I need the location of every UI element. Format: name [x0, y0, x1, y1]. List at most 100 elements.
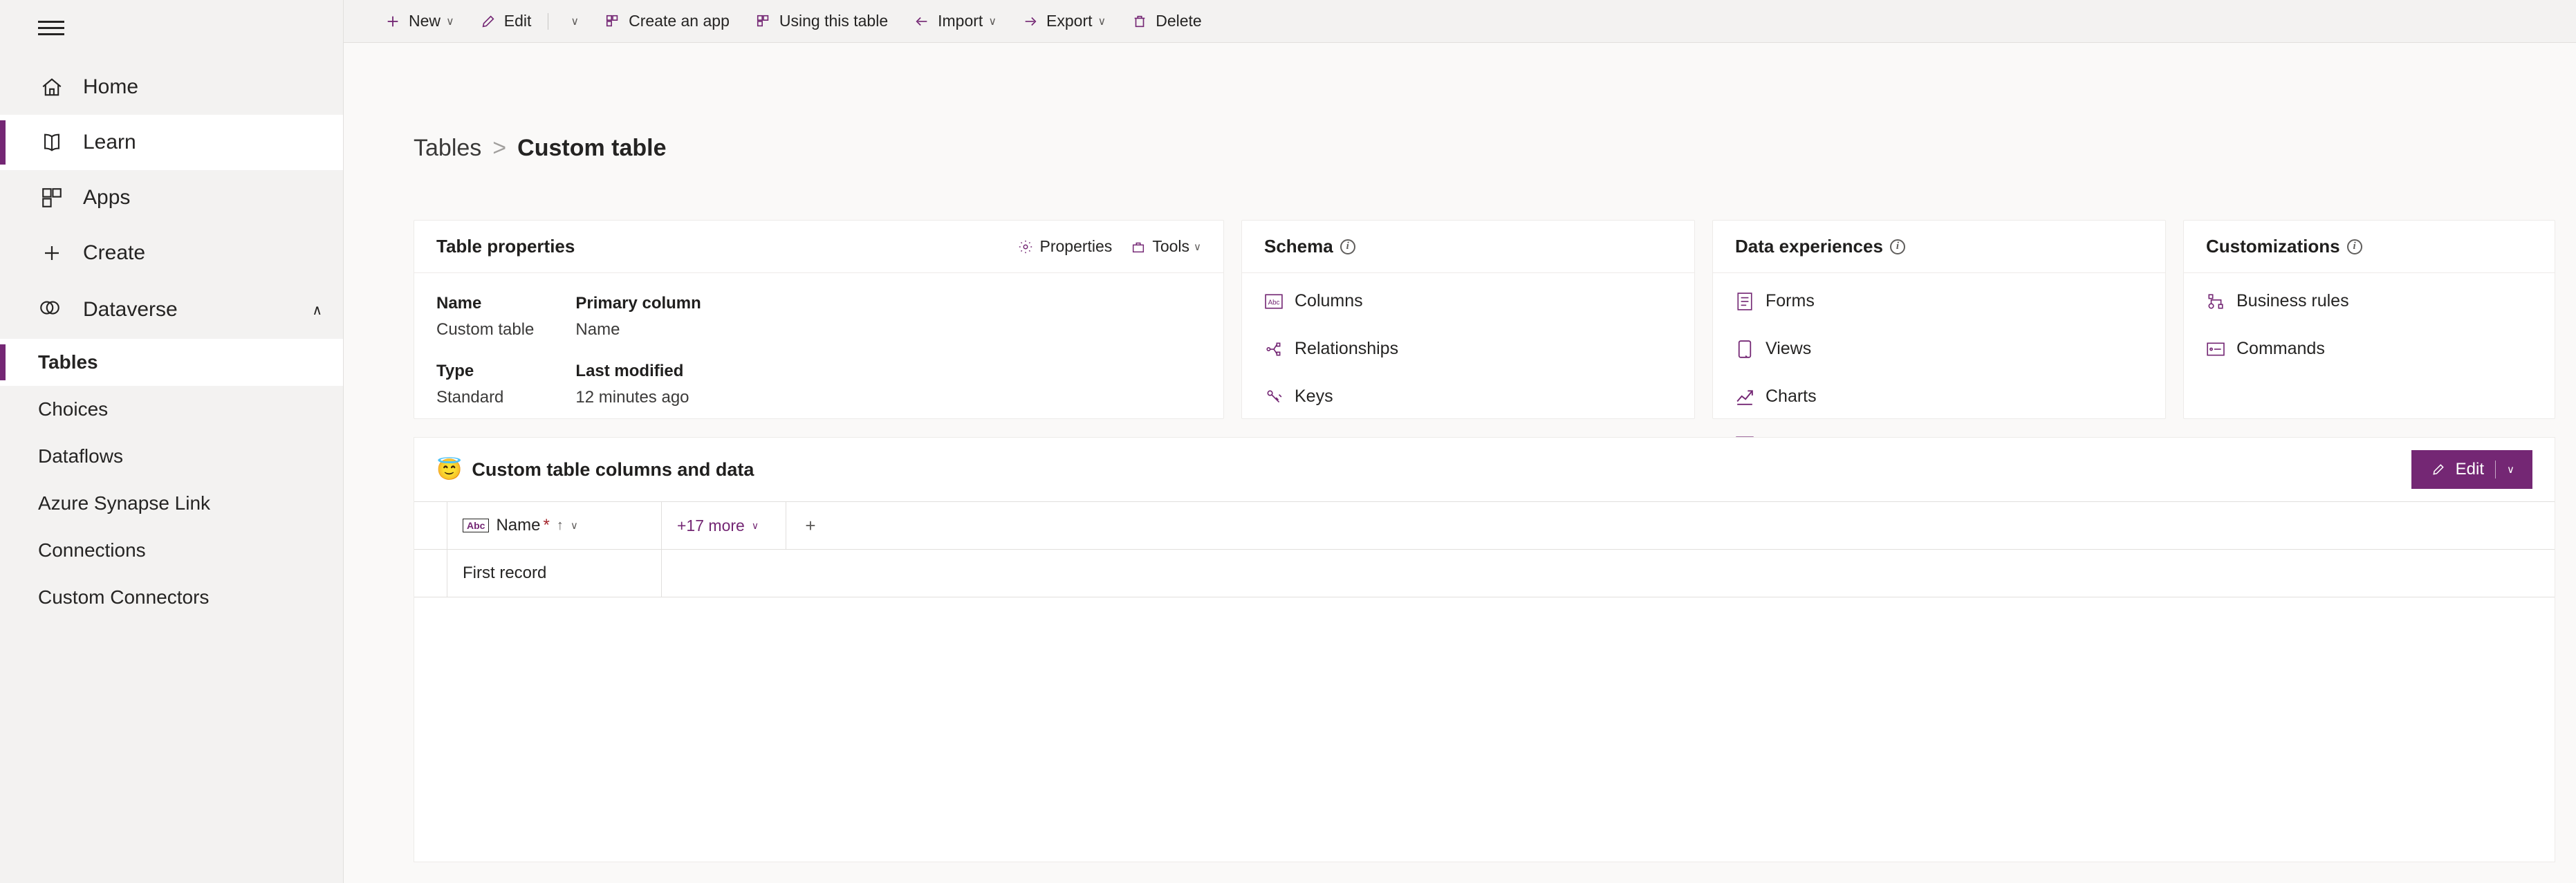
type-field-label: Type: [436, 362, 534, 381]
customizations-info-icon[interactable]: i: [2347, 239, 2362, 254]
columns-link[interactable]: Abc Columns: [1264, 291, 1672, 311]
toolbar-using-table-button[interactable]: Using this table: [742, 0, 900, 42]
table-row-name-cell[interactable]: First record: [447, 550, 662, 597]
sidebar: Home Learn Apps Create Dataverse ∧ Table…: [0, 0, 344, 883]
charts-label: Charts: [1766, 387, 1817, 407]
toolbar-export-label: Export: [1046, 12, 1092, 30]
table-properties-card: Table properties Properties Tools ∨: [414, 220, 1224, 419]
toolbar-export-button[interactable]: Export ∨: [1009, 0, 1118, 42]
views-label: Views: [1766, 339, 1811, 359]
sidebar-item-apps[interactable]: Apps: [0, 170, 343, 225]
export-icon: [1021, 12, 1039, 30]
dataverse-icon: [38, 296, 66, 324]
plus-icon: [38, 239, 66, 267]
sidebar-item-dataflows-label: Dataflows: [38, 445, 123, 467]
toolbar-edit-chevron[interactable]: ∨: [553, 0, 591, 42]
breadcrumb-tables-link[interactable]: Tables: [414, 135, 481, 162]
sidebar-item-choices-label: Choices: [38, 398, 108, 420]
more-columns-label: +17 more: [677, 517, 745, 535]
toolbar-create-app-button[interactable]: Create an app: [591, 0, 742, 42]
sidebar-item-custom-connectors[interactable]: Custom Connectors: [0, 574, 343, 621]
home-icon: [38, 73, 66, 101]
sidebar-item-learn-label: Learn: [83, 131, 136, 154]
schema-card: Schema i Abc Columns Relationships: [1241, 220, 1695, 419]
toolbar-import-button[interactable]: Import ∨: [900, 0, 1009, 42]
primary-column-field-label: Primary column: [575, 294, 701, 313]
data-experiences-title: Data experiences i: [1735, 236, 1905, 257]
table-data-emoji-icon: 😇: [436, 458, 462, 482]
sidebar-item-create[interactable]: Create: [0, 225, 343, 281]
apps-icon: [38, 184, 66, 212]
toolbar-delete-button[interactable]: Delete: [1118, 0, 1214, 42]
key-icon: [1264, 387, 1284, 407]
data-experiences-card: Data experiences i Forms Views: [1712, 220, 2166, 419]
charts-link[interactable]: Charts: [1735, 387, 2143, 407]
book-icon: [38, 129, 66, 156]
toolbar-edit-button[interactable]: Edit: [467, 0, 544, 42]
toolbar-new-button[interactable]: New ∨: [371, 0, 467, 42]
business-rules-link[interactable]: Business rules: [2206, 291, 2532, 311]
sidebar-item-dataverse[interactable]: Dataverse ∧: [0, 281, 343, 339]
table-row[interactable]: First record: [414, 550, 2555, 597]
dataverse-collapse-chevron-icon[interactable]: ∧: [312, 301, 322, 319]
sidebar-item-azure-synapse-link[interactable]: Azure Synapse Link: [0, 480, 343, 527]
more-columns-button[interactable]: +17 more ∨: [662, 502, 786, 549]
business-rules-label: Business rules: [2236, 291, 2349, 311]
keys-link[interactable]: Keys: [1264, 387, 1672, 407]
form-icon: [1735, 292, 1754, 311]
sidebar-item-tables[interactable]: Tables: [0, 339, 343, 386]
sidebar-item-apps-label: Apps: [83, 186, 130, 210]
sidebar-item-dataflows[interactable]: Dataflows: [0, 433, 343, 480]
sidebar-item-home[interactable]: Home: [0, 59, 343, 115]
sidebar-item-create-label: Create: [83, 241, 145, 265]
hamburger-icon: [38, 21, 64, 39]
commands-link[interactable]: Commands: [2206, 339, 2532, 359]
dataverse-label: Dataverse: [83, 298, 178, 322]
customizations-title-text: Customizations: [2206, 236, 2340, 257]
data-table-section: 😇 Custom table columns and data Edit ∨ A…: [414, 437, 2555, 862]
sidebar-item-choices[interactable]: Choices: [0, 386, 343, 433]
relationships-link[interactable]: Relationships: [1264, 339, 1672, 359]
toolbar-import-label: Import: [938, 12, 983, 30]
add-column-button[interactable]: +: [786, 502, 835, 549]
pencil-icon: [479, 12, 497, 30]
edit-data-button[interactable]: Edit ∨: [2411, 450, 2532, 489]
column-header-chevron-icon[interactable]: ∨: [571, 519, 578, 532]
page-title: Custom table: [517, 135, 666, 162]
main-toolbar: New ∨ Edit ∨ Create an app Using this ta…: [344, 0, 2576, 43]
gear-icon: [1017, 239, 1034, 255]
toolbar-create-app-label: Create an app: [629, 12, 730, 30]
plus-icon: [384, 12, 402, 30]
columns-label: Columns: [1295, 291, 1363, 311]
tools-button[interactable]: Tools ∨: [1130, 237, 1201, 256]
type-field-value: Standard: [436, 388, 534, 407]
commands-icon: [2206, 340, 2225, 359]
pencil-icon: [2429, 461, 2447, 478]
edit-data-chevron-icon[interactable]: ∨: [2507, 463, 2514, 476]
hamburger-menu-button[interactable]: [0, 0, 343, 59]
breadcrumb: Tables > Custom table: [414, 135, 667, 162]
sidebar-item-connections[interactable]: Connections: [0, 527, 343, 574]
column-header-name[interactable]: Abc Name * ↑ ∨: [447, 502, 662, 549]
primary-column-field-value: Name: [575, 320, 701, 340]
schema-info-icon[interactable]: i: [1340, 239, 1355, 254]
business-rules-icon: [2206, 292, 2225, 311]
table-icon: [754, 12, 772, 30]
properties-label: Properties: [1039, 237, 1112, 256]
tools-chevron-icon: ∨: [1194, 241, 1201, 253]
toolbox-icon: [1130, 239, 1147, 255]
chart-icon: [1735, 387, 1754, 407]
forms-link[interactable]: Forms: [1735, 291, 2143, 311]
data-experiences-info-icon[interactable]: i: [1890, 239, 1905, 254]
table-row-name-value: First record: [463, 564, 546, 583]
sidebar-item-tables-label: Tables: [38, 351, 98, 373]
views-link[interactable]: Views: [1735, 339, 2143, 359]
sidebar-item-learn[interactable]: Learn: [0, 115, 343, 170]
properties-button[interactable]: Properties: [1017, 237, 1112, 256]
sort-ascending-icon[interactable]: ↑: [557, 518, 564, 534]
import-icon: [913, 12, 931, 30]
summary-cards-row: Table properties Properties Tools ∨: [414, 220, 2555, 419]
toolbar-export-chevron-icon: ∨: [1098, 15, 1106, 28]
customizations-card: Customizations i Business rules Commands: [2183, 220, 2555, 419]
toolbar-edit-chevron-icon: ∨: [571, 15, 579, 28]
